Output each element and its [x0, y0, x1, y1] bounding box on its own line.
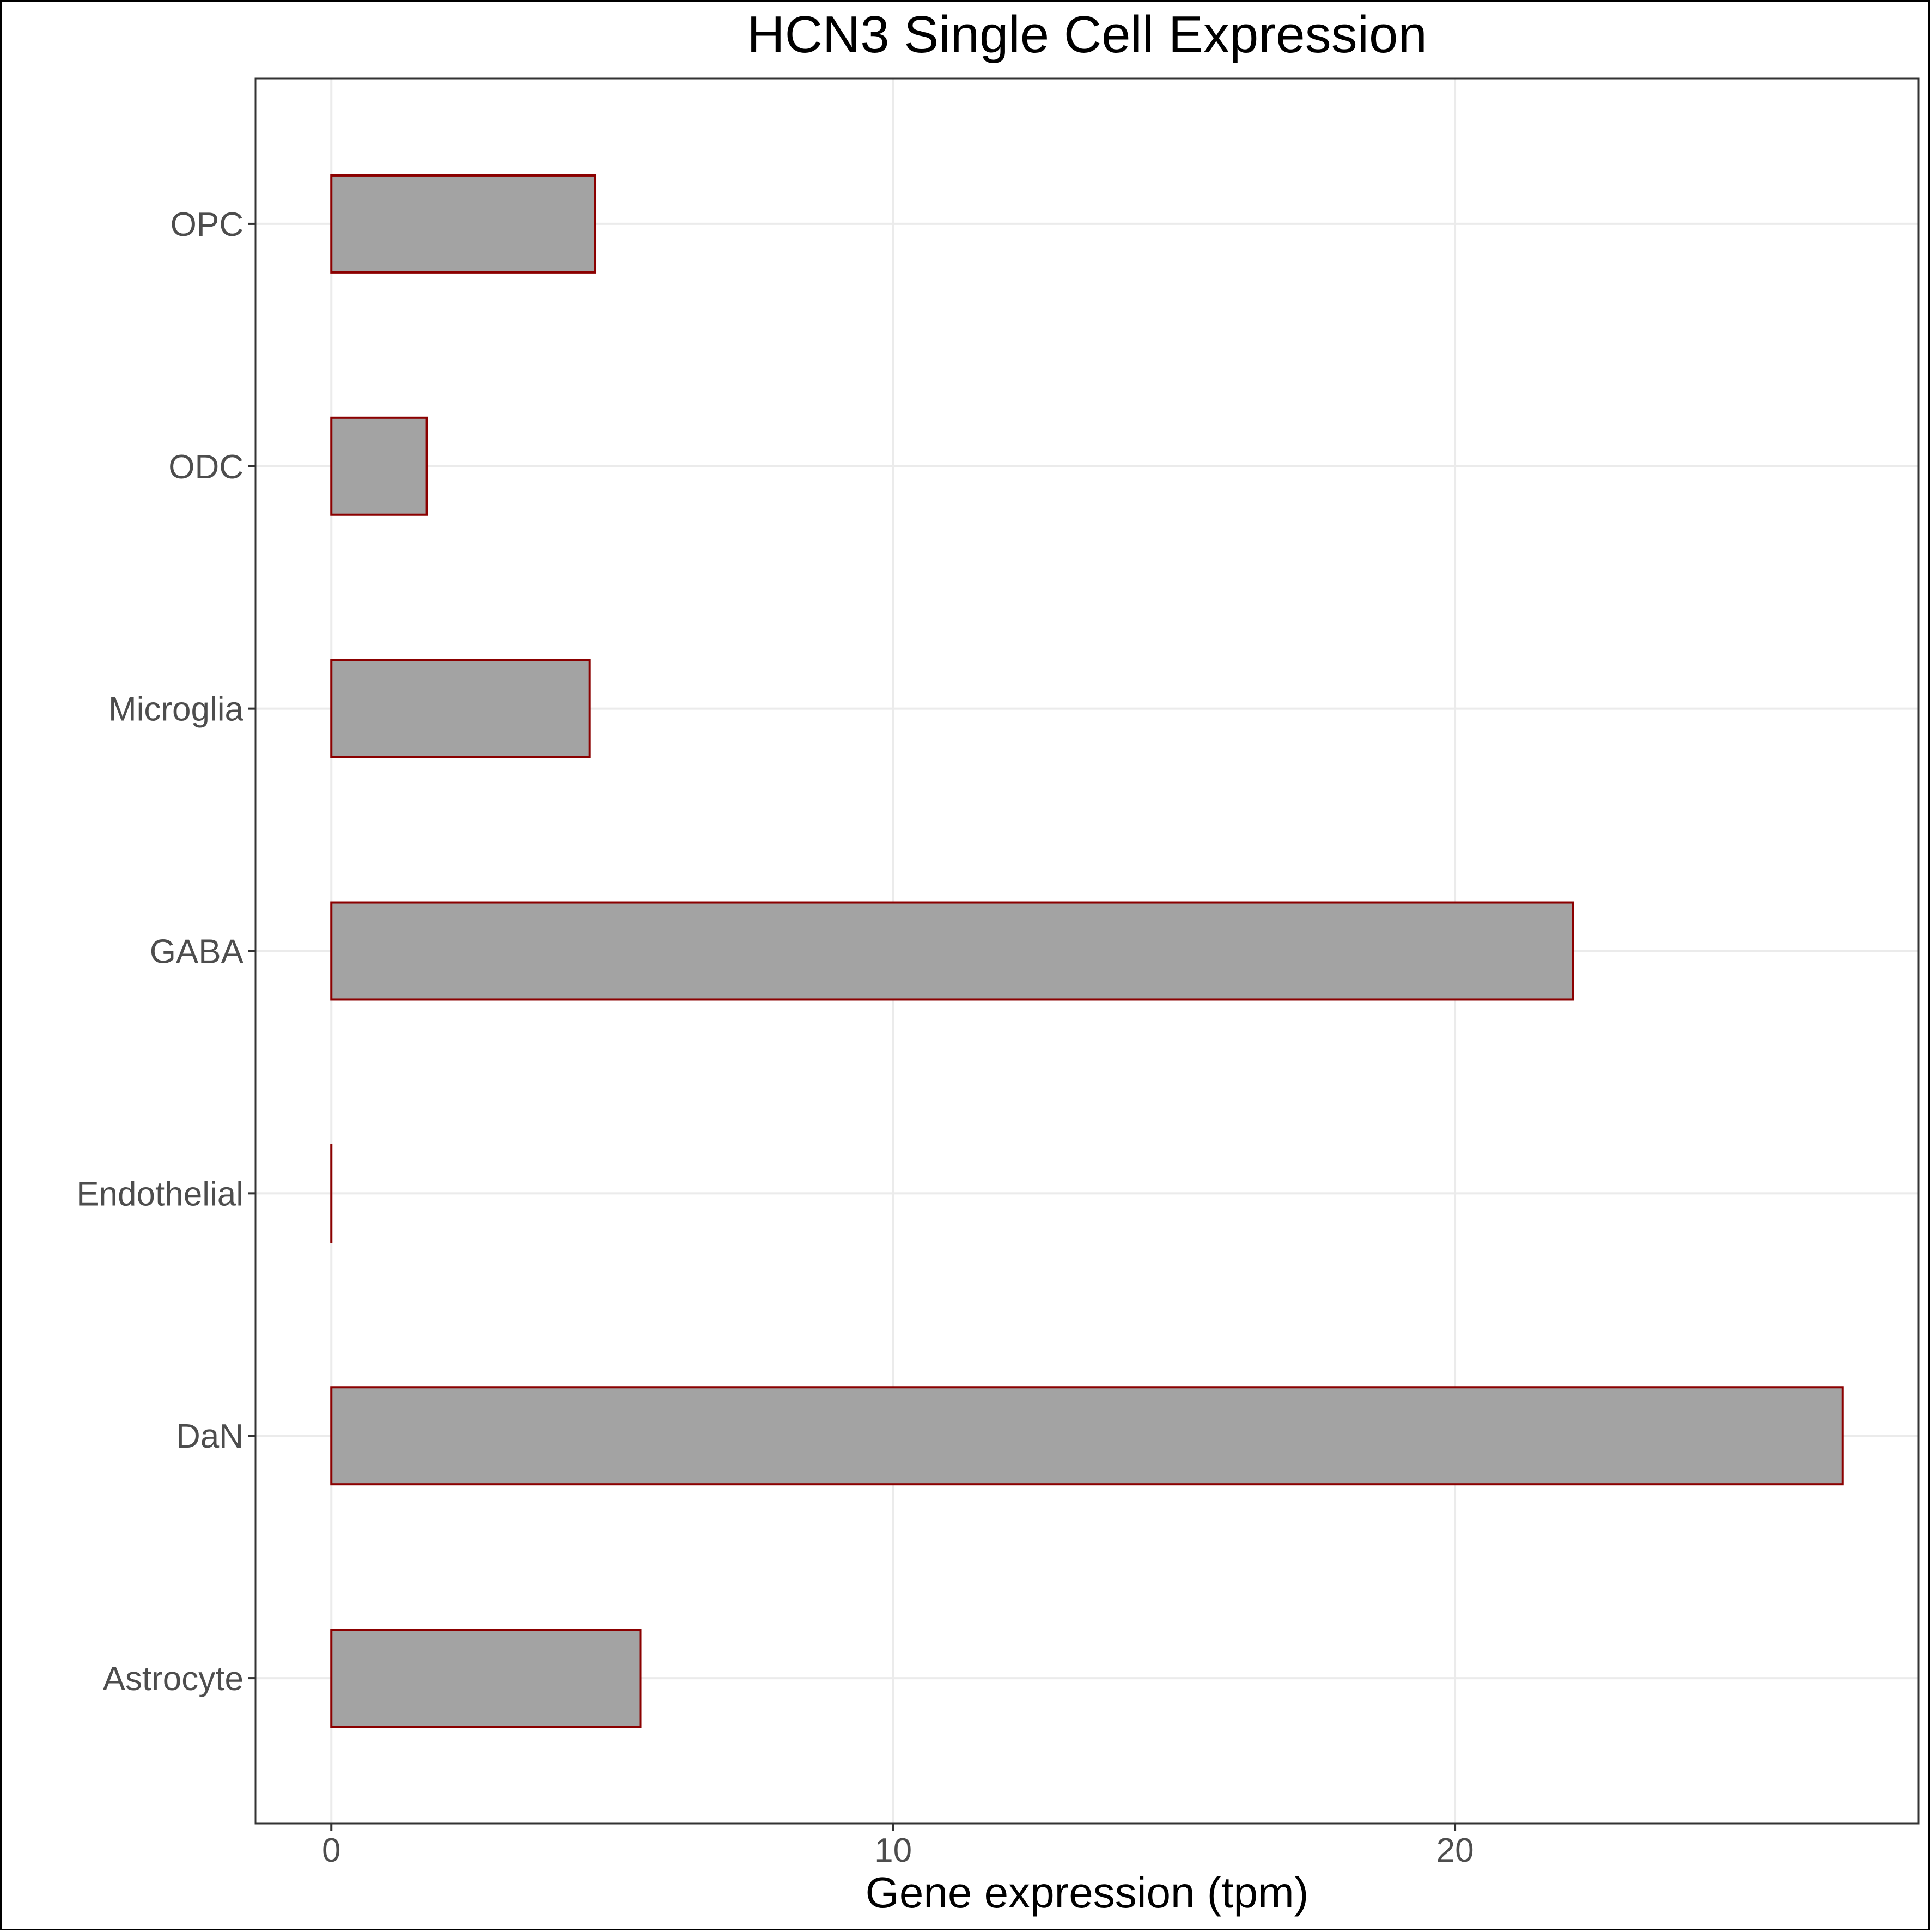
y-tick-label: ODC	[168, 448, 243, 486]
x-tick-label: 10	[874, 1832, 912, 1869]
bar-microglia	[331, 660, 589, 757]
chart-title: HCN3 Single Cell Expression	[747, 5, 1427, 64]
y-tick-label: Endothelial	[76, 1175, 243, 1213]
y-tick-label: Astrocyte	[103, 1660, 243, 1698]
bar-odc	[331, 418, 427, 515]
bar-astrocyte	[331, 1630, 640, 1727]
bar-dan	[331, 1387, 1843, 1484]
y-axis-tick-labels: Astrocyte DaN Endothelial GABA Microglia ODC O…	[76, 206, 255, 1698]
y-tick-label: Microglia	[108, 691, 244, 728]
y-tick-label: DaN	[176, 1418, 243, 1455]
bar-opc	[331, 175, 595, 272]
x-tick-label: 0	[322, 1832, 340, 1869]
x-axis-title: Gene expression (tpm)	[866, 1868, 1309, 1917]
x-axis-tick-labels: 0 10 20	[322, 1824, 1474, 1869]
y-tick-label: OPC	[171, 206, 243, 244]
x-tick-label: 20	[1436, 1832, 1474, 1869]
bar-gaba	[331, 903, 1573, 1000]
y-tick-label: GABA	[150, 933, 244, 971]
